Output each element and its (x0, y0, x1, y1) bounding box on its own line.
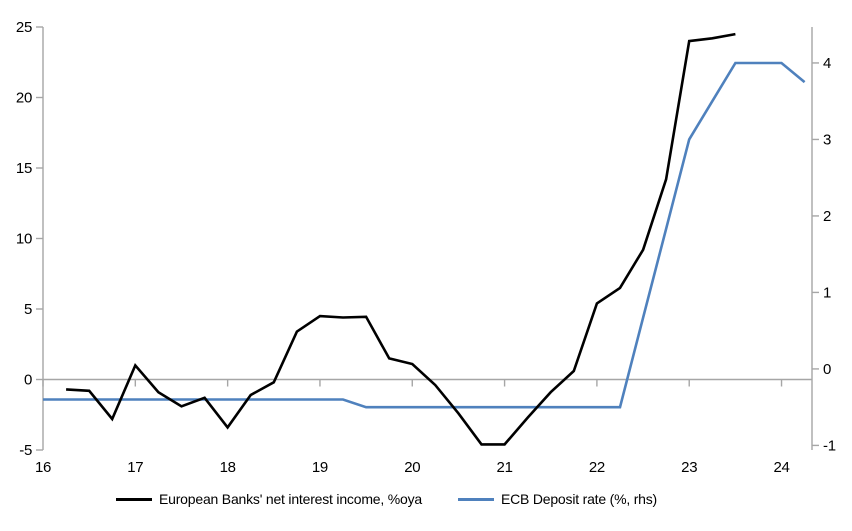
x-axis-tick-label: 20 (404, 459, 420, 476)
chart-legend: European Banks' net interest income, %oy… (116, 491, 657, 507)
left-axis-tick-label: 0 (24, 372, 32, 389)
x-axis-tick-label: 23 (681, 459, 697, 476)
right-axis-tick-label: -1 (823, 437, 836, 454)
right-axis-tick-label: 1 (823, 284, 831, 301)
right-axis-tick-label: 0 (823, 361, 831, 378)
x-axis-tick-label: 21 (497, 459, 513, 476)
net-interest-income-line (66, 32, 736, 446)
left-axis-tick-label: 10 (16, 231, 32, 248)
right-axis-tick-label: 2 (823, 208, 831, 225)
legend-item-net-interest-income: European Banks' net interest income, %oy… (116, 491, 422, 507)
legend-item-ecb-deposit-rate: ECB Deposit rate (%, rhs) (457, 491, 658, 507)
x-axis-tick-label: 22 (589, 459, 605, 476)
x-axis-tick-label: 17 (127, 459, 143, 476)
right-axis-tick-label: 4 (823, 55, 831, 72)
left-axis-tick-label: 20 (16, 90, 32, 107)
left-axis-tick-label: 25 (16, 19, 32, 36)
x-axis-tick-label: 18 (220, 459, 236, 476)
x-axis-tick-label: 24 (773, 459, 789, 476)
x-axis-tick-label: 16 (35, 459, 51, 476)
ecb-deposit-rate-line (43, 61, 806, 409)
left-axis-tick-label: 15 (16, 160, 32, 177)
right-axis-tick-label: 3 (823, 131, 831, 148)
black-line-swatch-icon (116, 497, 152, 501)
blue-line-swatch-icon (457, 497, 494, 501)
legend-label-net-interest-income: European Banks' net interest income, %oy… (159, 491, 422, 507)
left-axis-tick-label: 5 (24, 301, 32, 318)
legend-label-ecb-deposit-rate: ECB Deposit rate (%, rhs) (500, 491, 658, 507)
x-axis-tick-label: 19 (312, 459, 328, 476)
left-axis-tick-label: -5 (19, 442, 32, 459)
